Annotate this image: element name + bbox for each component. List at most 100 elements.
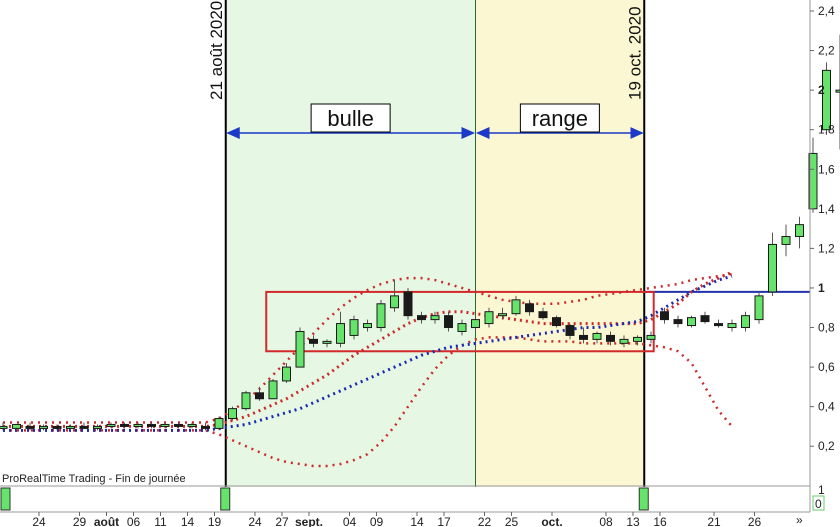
candle-body-37 bbox=[498, 313, 507, 317]
zone-label-bulle: bulle bbox=[327, 106, 373, 131]
candle-body-48 bbox=[646, 334, 656, 340]
volume-box bbox=[812, 495, 825, 511]
candle-61 bbox=[822, 62, 831, 134]
candle-47 bbox=[633, 335, 642, 346]
panel-marker-left bbox=[0, 487, 11, 511]
candle-30 bbox=[403, 287, 413, 320]
band-upper bbox=[3, 272, 733, 424]
candle-body-32 bbox=[430, 315, 440, 321]
candle-38 bbox=[511, 295, 521, 316]
candle-body-59 bbox=[795, 224, 804, 238]
candle-25 bbox=[336, 311, 345, 348]
candle-57 bbox=[768, 232, 777, 296]
candle-24 bbox=[322, 339, 332, 348]
candle-31 bbox=[417, 311, 426, 324]
candle-44 bbox=[592, 331, 602, 344]
candle-body-34 bbox=[457, 323, 467, 332]
candle-13 bbox=[174, 422, 183, 429]
candle-22 bbox=[295, 327, 305, 368]
candle-body-10 bbox=[133, 423, 143, 427]
candle-52 bbox=[700, 311, 710, 324]
candle-36 bbox=[484, 307, 494, 328]
x-tick-15: 25 bbox=[505, 515, 519, 527]
candle-body-52 bbox=[700, 315, 710, 323]
y-tick-6: 1,2 bbox=[818, 241, 835, 255]
candle-body-9 bbox=[120, 423, 129, 427]
candle-body-26 bbox=[349, 319, 359, 336]
candle-body-54 bbox=[727, 323, 737, 329]
candle-14 bbox=[187, 422, 197, 429]
x-tick-2: août bbox=[94, 515, 119, 527]
candle-33 bbox=[444, 311, 453, 332]
x-axis: 24 29 août 06 11 14 19 24 27 sept. 04 09 14 17 22 25 oct… bbox=[32, 512, 803, 527]
y-tick-7: 1 bbox=[818, 281, 825, 295]
candle-37 bbox=[498, 307, 507, 320]
candle-35 bbox=[471, 315, 480, 332]
candle-body-8 bbox=[106, 423, 116, 427]
candle-body-21 bbox=[282, 366, 291, 382]
x-tick-11: 09 bbox=[370, 515, 384, 527]
candle-body-4 bbox=[52, 425, 62, 429]
candle-18 bbox=[241, 390, 251, 411]
candle-body-57 bbox=[768, 243, 777, 293]
candle-10 bbox=[133, 422, 143, 429]
date-label-1: 19 oct. 2020 bbox=[625, 6, 644, 100]
candle-59 bbox=[795, 216, 804, 249]
x-tick-18: 13 bbox=[626, 515, 640, 527]
y-tick-10: 0,4 bbox=[818, 400, 835, 414]
candle-body-35 bbox=[471, 319, 480, 329]
band-lower bbox=[3, 336, 733, 468]
candle-26 bbox=[349, 315, 359, 340]
volume-tick-1: 1 bbox=[818, 483, 825, 497]
candle-40 bbox=[538, 307, 548, 320]
candle-45 bbox=[606, 331, 615, 346]
y-tick-1: 2,2 bbox=[818, 44, 835, 58]
candle-32 bbox=[430, 311, 440, 324]
candle-body-27 bbox=[363, 323, 372, 329]
candle-body-33 bbox=[444, 315, 453, 329]
candle-body-39 bbox=[525, 303, 534, 313]
candle-body-30 bbox=[403, 291, 413, 317]
y-tick-3: 1,8 bbox=[818, 123, 835, 137]
band-lower-dark bbox=[3, 274, 733, 432]
candle-54 bbox=[727, 319, 737, 332]
candle-4 bbox=[52, 424, 62, 431]
candle-body-15 bbox=[201, 425, 210, 429]
candle-body-49 bbox=[660, 311, 669, 321]
candle-7 bbox=[93, 424, 102, 431]
candle-body-31 bbox=[417, 315, 426, 321]
candle-body-45 bbox=[606, 334, 615, 342]
x-tick-13: 17 bbox=[437, 515, 451, 527]
candle-50 bbox=[673, 315, 683, 328]
chart-footer: ProRealTime Trading - Fin de journée bbox=[2, 473, 186, 485]
y-tick-2: 2 bbox=[818, 83, 825, 97]
candle-body-16 bbox=[214, 418, 224, 429]
x-tick-12: 14 bbox=[410, 515, 424, 527]
candle-11 bbox=[147, 422, 156, 429]
zone-range bbox=[475, 0, 645, 487]
range-box-layer bbox=[265, 290, 810, 353]
candle-28 bbox=[376, 299, 386, 332]
candle-body-46 bbox=[619, 338, 629, 344]
x-tick-0: 24 bbox=[32, 515, 46, 527]
candle-body-62 bbox=[835, 89, 840, 93]
candle-body-44 bbox=[592, 332, 602, 340]
candle-34 bbox=[457, 319, 467, 336]
x-tick-16: oct. bbox=[541, 515, 562, 527]
bottom-panel: ProRealTime Trading - Fin de journée bbox=[0, 473, 810, 513]
x-tick-3: 06 bbox=[127, 515, 141, 527]
x-tick-10: 04 bbox=[343, 515, 357, 527]
panel-marker-1 bbox=[638, 487, 649, 511]
candle-20 bbox=[268, 378, 278, 400]
candle-8 bbox=[106, 422, 116, 429]
x-tick-1: 29 bbox=[73, 515, 87, 527]
candle-body-20 bbox=[268, 380, 278, 400]
candle-41 bbox=[552, 315, 561, 328]
candle-body-23 bbox=[309, 338, 318, 344]
candle-body-41 bbox=[552, 317, 561, 327]
candle-39 bbox=[525, 299, 534, 316]
candle-body-5 bbox=[66, 425, 75, 429]
candle-0 bbox=[0, 422, 8, 431]
candle-body-56 bbox=[754, 295, 764, 321]
candle-17 bbox=[228, 406, 237, 421]
